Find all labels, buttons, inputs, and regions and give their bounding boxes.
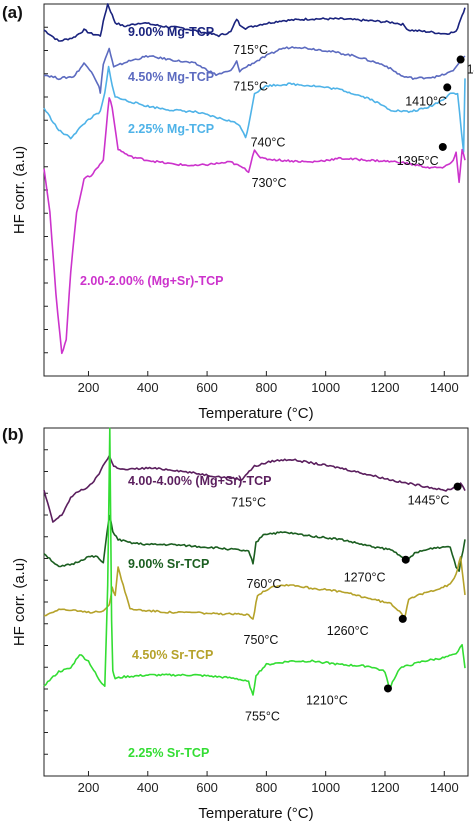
annotation-label: 1455°C [467,63,474,77]
x-tick-label: 200 [78,380,100,395]
transition-marker [398,614,407,623]
annotation-label: 1445°C [408,494,450,508]
panel-b: (b) 200 400 600 800 1000 1200 1400 4.00-4.00% … [2,425,469,822]
panel-a-series-labels: 9.00% Mg-TCP 4.50% Mg-TCP 2.25% Mg-TCP 2… [80,25,223,288]
x-tick-label: 1400 [430,380,459,395]
annotation-label: 1410°C [405,94,447,108]
x-tick-label: 800 [256,780,278,795]
series-line [43,97,466,355]
series-label-4-5-sr-tcp: 4.50% Sr-TCP [132,648,213,662]
series-line [43,46,466,94]
series-label-4-5-mg-tcp: 4.50% Mg-TCP [128,70,214,84]
series-line [43,65,466,153]
series-label-9-sr-tcp: 9.00% Sr-TCP [128,557,209,571]
transition-marker [383,684,392,693]
transition-marker [443,83,452,92]
x-tick-label: 600 [196,780,218,795]
annotation-label: 1395°C [397,154,439,168]
transition-marker [401,555,410,564]
annotation-label: 730°C [252,176,287,190]
panel-a-label: (a) [2,3,23,22]
x-tick-label: 600 [196,380,218,395]
x-tick-label: 1000 [311,780,340,795]
transition-marker [456,55,465,64]
series-label-9-mg-tcp: 9.00% Mg-TCP [128,25,214,39]
annotation-label: 1260°C [327,624,369,638]
series-label-mg-sr-2-tcp: 2.00-2.00% (Mg+Sr)-TCP [80,274,223,288]
series-line [43,556,466,621]
panel-b-series-labels: 4.00-4.00% (Mg+Sr)-TCP 9.00% Sr-TCP 4.50… [128,474,271,760]
panel-a-series [43,3,466,355]
panel-b-annotations: 715°C 1445°C 760°C 1270°C 750°C 1260°C 755°C 12… [231,482,462,723]
panel-a: (a) 200 400 600 800 1000 1200 1400 9.00% Mg-TC… [2,3,474,422]
annotation-label: 740°C [251,135,286,149]
series-line [43,427,466,696]
x-tick-label: 1400 [430,780,459,795]
annotation-label: 715°C [233,80,268,94]
x-tick-label: 1000 [311,380,340,395]
annotation-label: 1210°C [306,693,348,707]
panel-a-x-ticks: 200 400 600 800 1000 1200 1400 [44,26,459,395]
x-tick-label: 200 [78,780,100,795]
annotation-label: 755°C [245,709,280,723]
annotation-label: 715°C [231,495,266,509]
series-label-mg-sr-4-tcp: 4.00-4.00% (Mg+Sr)-TCP [128,474,271,488]
panel-b-x-ticks: 200 400 600 800 1000 1200 1400 [44,449,459,795]
panel-b-label: (b) [2,425,24,444]
x-tick-label: 1200 [371,380,400,395]
panel-b-series [43,427,466,696]
annotation-label: 750°C [244,633,279,647]
panel-b-x-axis-label: Temperature (°C) [198,805,313,822]
x-tick-label: 800 [256,380,278,395]
annotation-label: 760°C [247,577,282,591]
panel-a-annotations: 715°C 715°C 1455°C 740°C 1410°C 730°C 1395°C [233,43,474,190]
transition-marker [438,142,447,151]
panel-a-x-axis-label: Temperature (°C) [198,405,313,422]
panel-b-y-axis-label: HF corr. (a.u) [11,558,28,646]
series-label-2-25-mg-tcp: 2.25% Mg-TCP [128,122,214,136]
x-tick-label: 400 [137,780,159,795]
series-line [43,514,466,572]
series-label-2-25-sr-tcp: 2.25% Sr-TCP [128,746,209,760]
x-tick-label: 400 [137,380,159,395]
annotation-label: 1270°C [344,571,386,585]
x-tick-label: 1200 [371,780,400,795]
panel-a-y-axis-label: HF corr. (a.u) [11,146,28,234]
series-line [43,455,466,523]
annotation-label: 715°C [233,43,268,57]
series-line [43,3,466,42]
transition-marker [453,482,462,491]
